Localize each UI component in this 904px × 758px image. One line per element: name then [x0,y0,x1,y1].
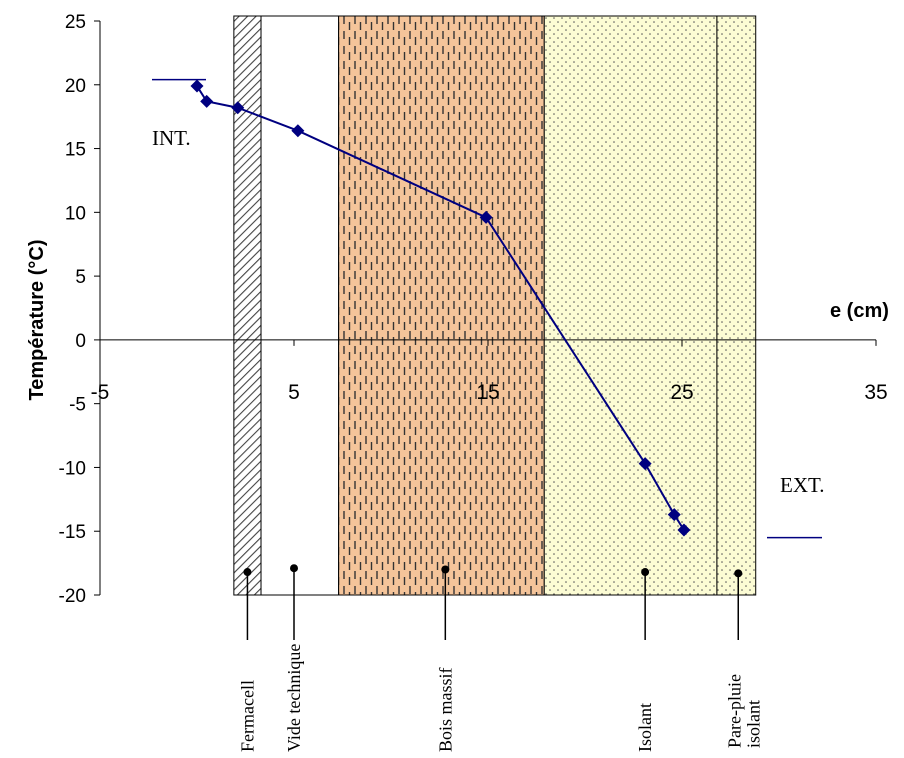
x-tick-label: -5 [91,381,110,404]
tick-labels: 25 20 15 10 5 0 -5 -10 -15 -20 -5 5 15 25 35 [59,12,888,607]
x-tick-label: 5 [288,381,300,404]
data-point [190,79,204,93]
data-point [638,457,652,471]
layer-4 [716,15,757,596]
data-point [231,101,245,115]
y-axis-title: Température (°C) [26,240,48,401]
interior-label: INT. [152,126,191,150]
layer-label: Vide technique [284,644,304,752]
y-tick-label: -20 [59,586,86,607]
layer-label: Fermacell [237,680,257,752]
layer-label: Bois massif [435,667,455,752]
x-axis-title: e (cm) [830,300,889,322]
y-tick-label: 10 [65,203,86,224]
y-tick-label: 25 [65,12,86,33]
data-point [200,94,214,108]
y-tick-label: 0 [75,331,86,352]
layer-label: Isolant [635,703,655,752]
data-point [479,210,493,224]
layer-2 [338,15,545,596]
y-tick-label: 5 [75,267,86,288]
y-tick-label: -10 [59,458,86,479]
y-tick-label: -5 [69,395,86,416]
data-point [667,508,681,522]
wall-layers [233,15,757,596]
layer-3 [543,15,718,596]
series-layer [190,79,691,537]
x-tick-label: 15 [476,381,499,404]
y-tick-label: 15 [65,140,86,161]
x-tick-label: 35 [864,381,887,404]
y-tick-label: -15 [59,522,86,543]
data-point [291,124,305,138]
data-point [677,523,691,537]
layer-label: Pare-pluieisolant [724,674,763,748]
y-tick-label: 20 [65,76,86,97]
layer-markers: Fermacell Vide technique Bois massif Isolan… [237,564,763,752]
exterior-label: EXT. [780,473,825,497]
x-tick-label: 25 [670,381,693,404]
layer-1 [260,15,340,596]
